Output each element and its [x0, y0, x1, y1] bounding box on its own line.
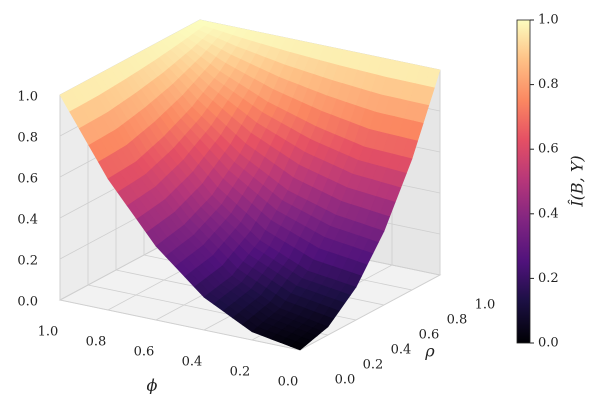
labels: 0.00.20.40.60.81.00.00.20.40.60.81.00.00…	[17, 90, 495, 390]
x-tick-label: 0.6	[134, 345, 155, 360]
y-tick-label: 0.0	[335, 373, 356, 388]
y-tick-label: 1.0	[475, 298, 496, 313]
surface-patch	[289, 341, 307, 351]
y-tick-label: 0.2	[363, 358, 384, 373]
z-tick-label: 0.8	[17, 131, 38, 146]
z-tick-label: 0.4	[17, 213, 38, 228]
z-tick-label: 0.2	[17, 254, 38, 269]
y-axis-label: ρ	[424, 342, 435, 361]
y-tick-label: 0.4	[391, 343, 412, 358]
colorbar-tick-label: 0.8	[538, 77, 559, 92]
x-axis-label: ϕ	[147, 376, 158, 395]
x-tick-label: 0.4	[182, 355, 203, 370]
x-tick-label: 1.0	[38, 325, 59, 340]
surface	[59, 19, 441, 351]
y-tick-label: 0.8	[447, 313, 468, 328]
colorbar-tick-label: 1.0	[538, 13, 559, 28]
colorbar-tick-label: 0.2	[538, 271, 559, 286]
y-tick-label: 0.6	[419, 328, 440, 343]
x-tick-label: 0.2	[230, 365, 251, 380]
x-tick-label: 0.8	[86, 335, 107, 350]
colorbar-tick-label: 0.6	[538, 142, 559, 157]
grid-line	[299, 274, 441, 351]
grid-line	[59, 299, 301, 351]
z-tick-label: 0.6	[17, 172, 38, 187]
x-tick-label: 0.0	[278, 375, 299, 390]
colorbar-tick-label: 0.4	[538, 206, 559, 221]
colorbar-label: Î(B, Y)	[567, 155, 587, 207]
colorbar-tick-label: 0.0	[538, 336, 559, 351]
colorbar	[516, 19, 531, 344]
z-tick-label: 1.0	[17, 90, 38, 105]
z-tick-label: 0.0	[17, 295, 38, 310]
